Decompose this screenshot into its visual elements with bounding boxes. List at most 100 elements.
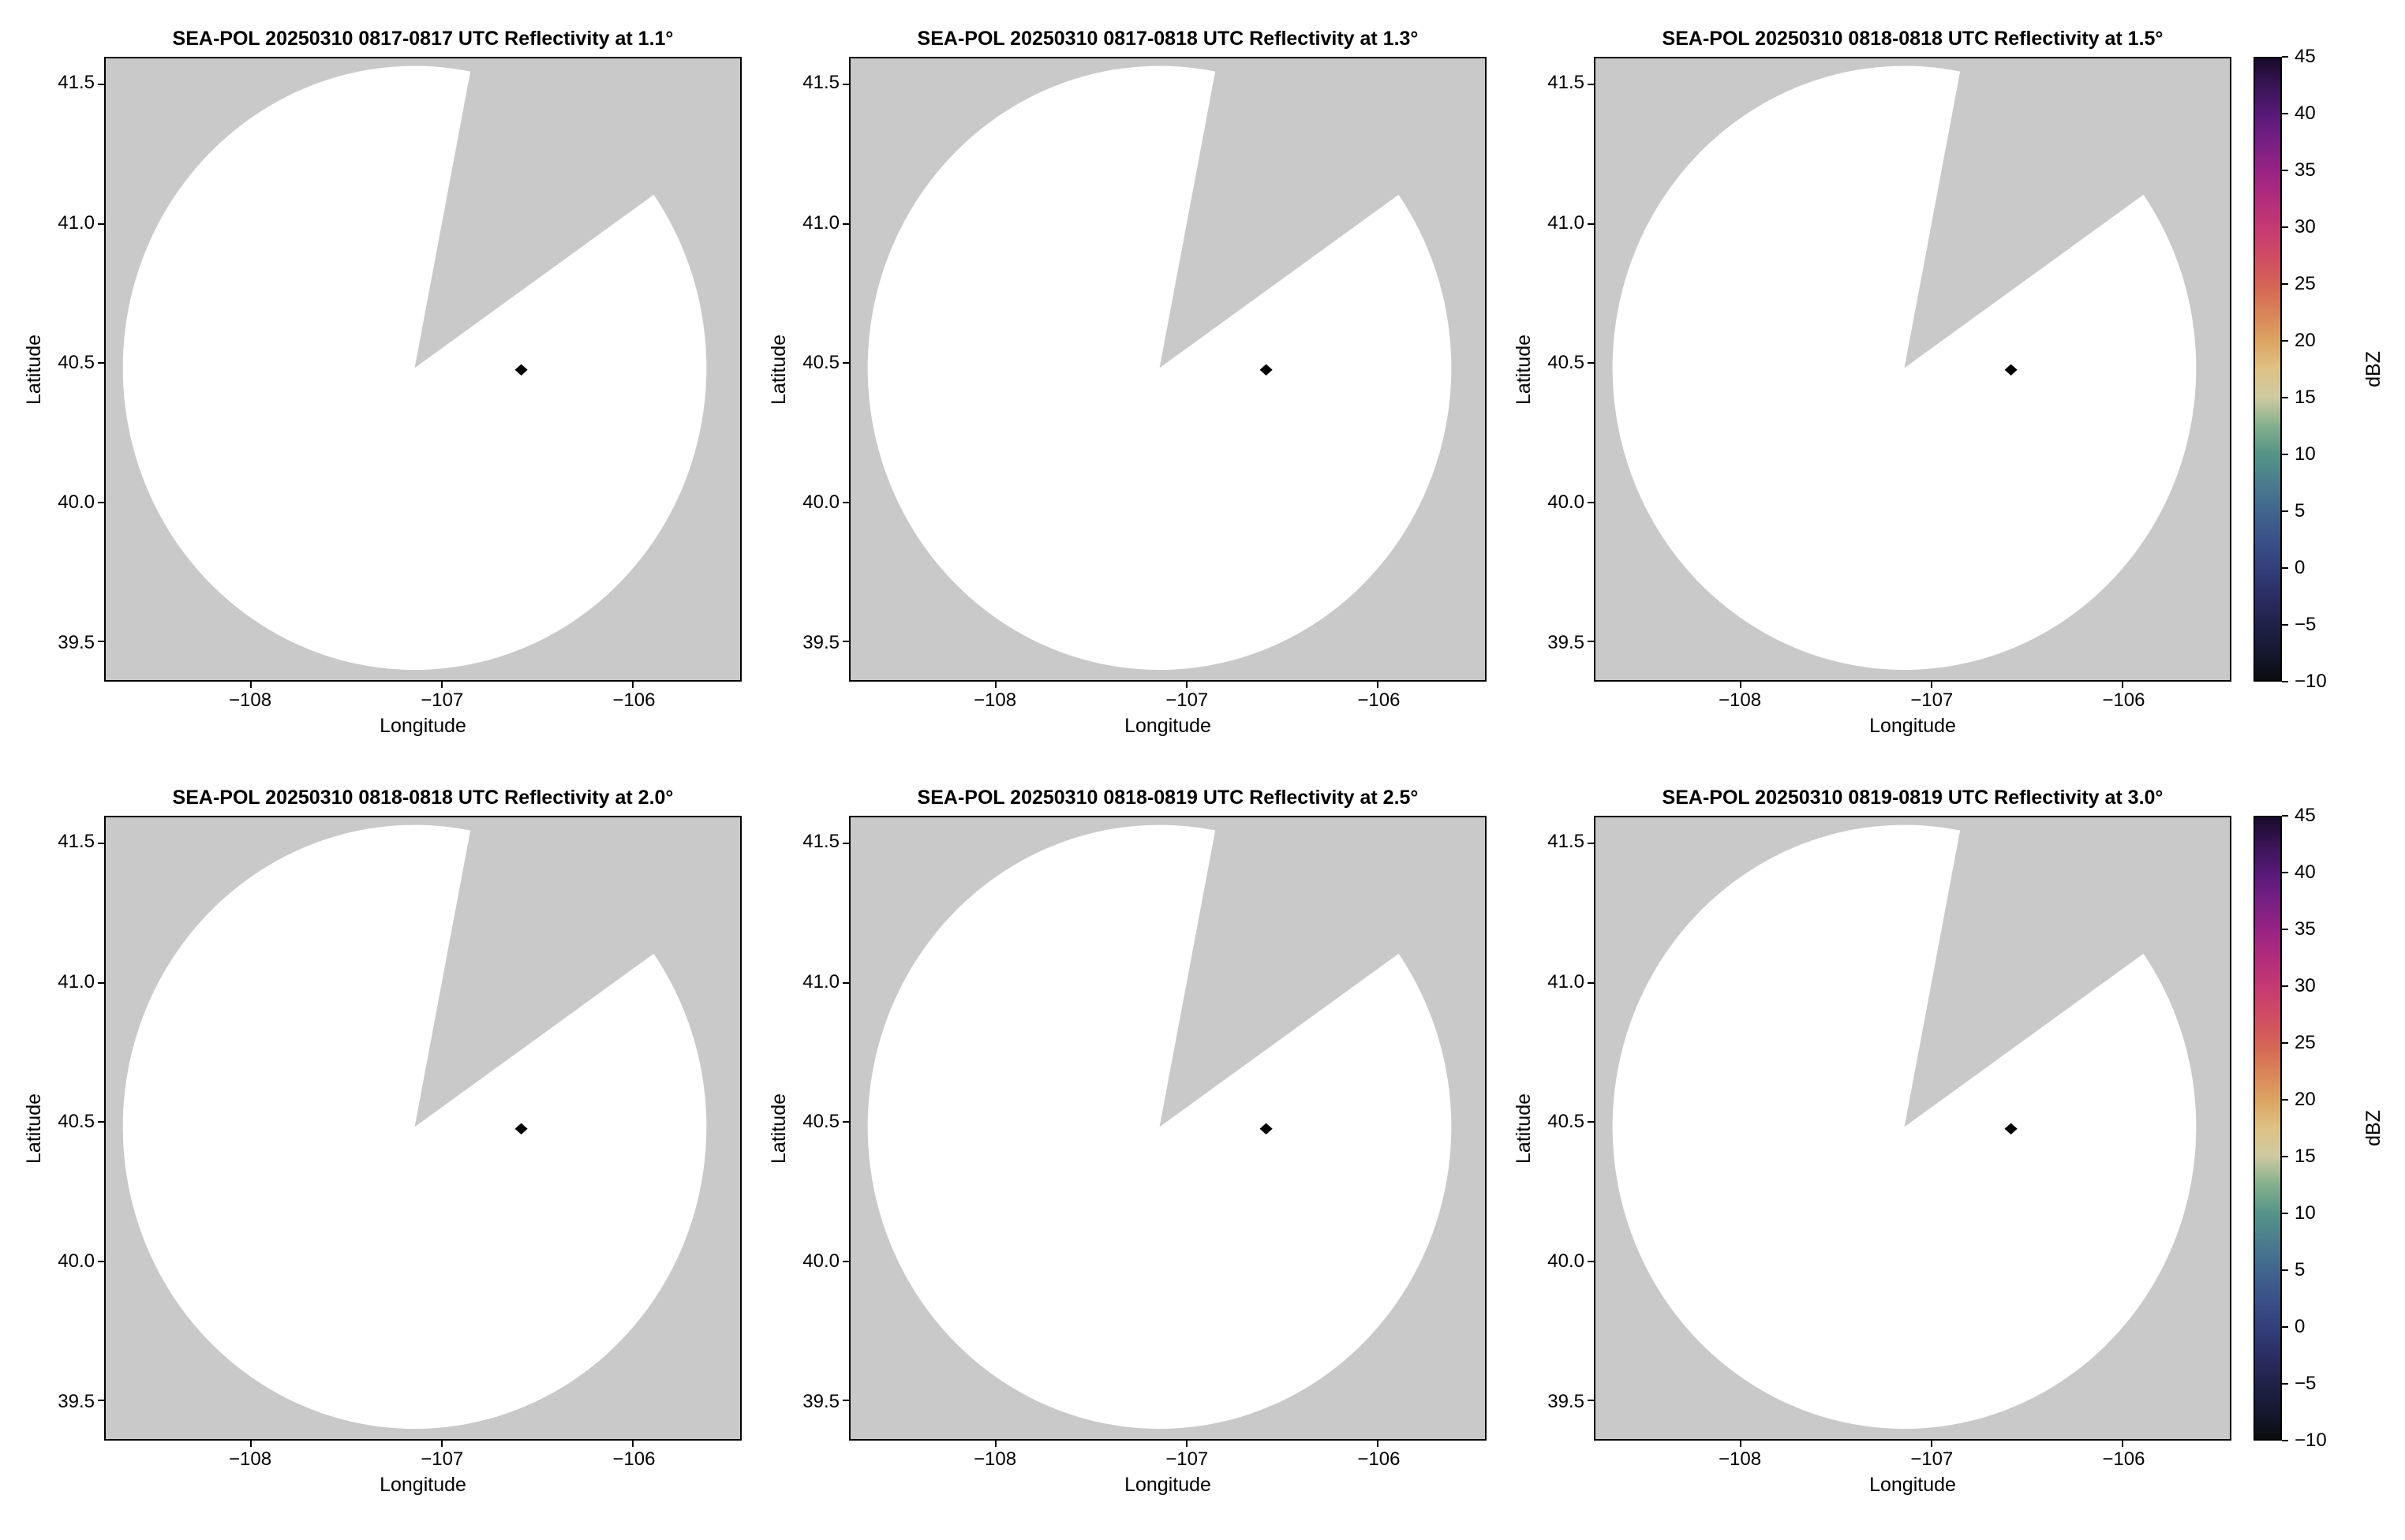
colorbar-gradient	[2254, 57, 2282, 682]
tick-mark	[98, 501, 104, 503]
y-tick-label: 39.5	[1547, 631, 1584, 653]
tick-mark	[843, 1121, 849, 1123]
tick-mark	[843, 501, 849, 503]
x-tick-label: −106	[2102, 1448, 2145, 1470]
tick-mark	[2282, 985, 2288, 987]
x-axis-label: Longitude	[1869, 1474, 1956, 1496]
tick-mark	[250, 1441, 252, 1447]
x-tick-label: −108	[974, 1448, 1017, 1470]
tick-mark	[2122, 1441, 2124, 1447]
y-tick-label: 41.0	[1547, 211, 1584, 234]
tick-mark	[1931, 1441, 1933, 1447]
y-tick-label: 39.5	[58, 631, 95, 653]
panel-title: SEA-POL 20250310 0819-0819 UTC Reflectiv…	[1662, 787, 2164, 809]
tick-mark	[2282, 56, 2288, 58]
radar-ppi-graphic	[122, 65, 707, 671]
y-tick-label: 40.0	[58, 492, 95, 514]
colorbar-tick-label: −10	[2295, 1430, 2327, 1451]
colorbar-tick-label: 15	[2295, 1146, 2316, 1168]
tick-mark	[1186, 682, 1188, 688]
y-axis-ticks: 41.5 41.0 40.5 40.0 39.5	[1539, 57, 1594, 682]
tick-mark	[2282, 1440, 2288, 1441]
x-tick-label: −106	[1357, 1448, 1401, 1470]
tick-mark	[1588, 362, 1594, 364]
panel-title: SEA-POL 20250310 0817-0818 UTC Reflectiv…	[917, 28, 1419, 50]
y-tick-label: 40.0	[802, 1250, 840, 1273]
radar-scan-area	[122, 65, 707, 671]
colorbar-tick-label: 5	[2295, 500, 2306, 522]
colorbar-tick-label: −5	[2295, 1373, 2317, 1394]
y-tick-label: 40.0	[58, 1250, 95, 1273]
y-tick-label: 41.0	[802, 970, 840, 992]
y-tick-label: 39.5	[1547, 1390, 1584, 1412]
x-axis-ticks: −108 −107 −106	[1594, 1441, 2231, 1474]
tick-mark	[843, 362, 849, 364]
y-tick-label: 39.5	[802, 631, 840, 653]
y-tick-label: 41.5	[58, 831, 95, 853]
y-tick-label: 41.0	[58, 211, 95, 234]
x-axis-label: Longitude	[1869, 715, 1956, 737]
tick-mark	[995, 1441, 997, 1447]
radar-location-marker	[1259, 1123, 1273, 1135]
colorbar-ticks: 45 40 35 30 25 20 15 10 5 0 −5 −10	[2282, 46, 2358, 692]
radar-location-marker	[514, 364, 528, 376]
y-tick-label: 40.0	[802, 492, 840, 514]
colorbar-tick-label: 0	[2295, 1316, 2306, 1337]
tick-mark	[2282, 681, 2288, 682]
x-tick-label: −108	[1719, 690, 1762, 711]
tick-mark	[843, 222, 849, 225]
colorbar-row-1: 45 40 35 30 25 20 15 10 5 0 −5 −10 dBZ	[2254, 21, 2389, 692]
tick-mark	[1588, 501, 1594, 503]
radar-scan-area	[1612, 824, 2197, 1430]
colorbar-tick-label: 30	[2295, 974, 2316, 996]
tick-mark	[2282, 1156, 2288, 1158]
y-tick-label: 41.5	[58, 72, 95, 94]
tick-mark	[843, 1400, 849, 1402]
colorbar-tick-label: 10	[2295, 1202, 2316, 1224]
y-tick-label: 41.0	[802, 211, 840, 234]
radar-ppi-graphic	[1612, 824, 2197, 1430]
x-axis-label: Longitude	[1124, 715, 1211, 737]
colorbar-tick-label: 5	[2295, 1259, 2306, 1281]
y-axis-ticks: 41.5 41.0 40.5 40.0 39.5	[1539, 816, 1594, 1441]
tick-mark	[2122, 682, 2124, 688]
x-tick-label: −107	[1910, 690, 1954, 711]
plot-area	[98, 816, 742, 1447]
tick-mark	[843, 1260, 849, 1262]
y-tick-label: 40.5	[58, 352, 95, 374]
panel-title: SEA-POL 20250310 0818-0818 UTC Reflectiv…	[1662, 28, 2164, 50]
y-axis-ticks: 41.5 41.0 40.5 40.0 39.5	[49, 816, 104, 1441]
tick-mark	[1377, 1441, 1379, 1447]
tick-mark	[98, 1260, 104, 1262]
colorbar-gradient	[2254, 816, 2282, 1441]
tick-mark	[2282, 1041, 2288, 1044]
tick-mark	[2282, 1326, 2288, 1328]
tick-mark	[2282, 454, 2288, 456]
plot-area	[1588, 57, 2231, 688]
tick-mark	[2282, 815, 2288, 817]
tick-mark	[843, 641, 849, 643]
tick-mark	[2282, 282, 2288, 285]
radar-location-marker	[1259, 364, 1273, 376]
tick-mark	[2282, 112, 2288, 114]
radar-scan-area	[1612, 65, 2197, 671]
x-tick-label: −107	[421, 690, 464, 711]
colorbar-tick-label: −5	[2295, 614, 2317, 635]
tick-mark	[2282, 226, 2288, 228]
tick-mark	[995, 682, 997, 688]
colorbar-tick-label: 25	[2295, 1031, 2316, 1053]
tick-mark	[1588, 222, 1594, 225]
tick-mark	[98, 1400, 104, 1402]
y-axis-ticks: 41.5 41.0 40.5 40.0 39.5	[49, 57, 104, 682]
radar-ppi-graphic	[1612, 65, 2197, 671]
figure-grid: SEA-POL 20250310 0817-0817 UTC Reflectiv…	[19, 21, 2405, 1504]
y-tick-label: 40.5	[58, 1111, 95, 1133]
plot-area	[843, 816, 1487, 1447]
tick-mark	[1377, 682, 1379, 688]
y-axis-label: Latitude	[1512, 1093, 1535, 1164]
plot-area	[843, 57, 1487, 688]
tick-mark	[1740, 682, 1742, 688]
radar-panel-1: SEA-POL 20250310 0817-0817 UTC Reflectiv…	[19, 21, 742, 745]
colorbar-tick-label: 40	[2295, 861, 2316, 883]
tick-mark	[2282, 1213, 2288, 1215]
